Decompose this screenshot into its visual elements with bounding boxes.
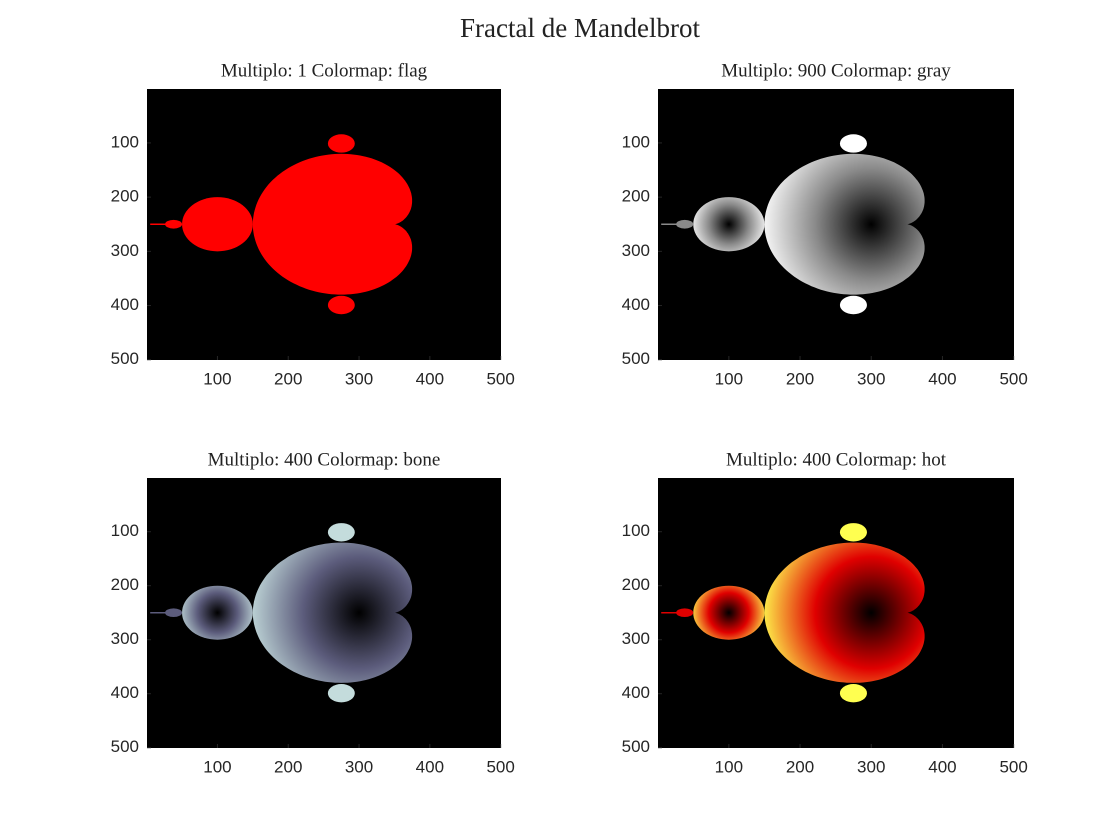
x-tick-label: 100	[203, 757, 231, 776]
y-tick-label: 400	[622, 683, 650, 702]
y-tick-label: 200	[622, 187, 650, 206]
y-tick-label: 100	[111, 521, 139, 540]
fractal-bulb	[182, 585, 253, 640]
y-tick-label: 500	[111, 349, 139, 368]
fractal-small-bulb	[839, 295, 867, 315]
x-tick-label: 400	[416, 369, 444, 388]
fractal-cardioid	[764, 542, 925, 683]
x-tick-label: 200	[786, 369, 814, 388]
fractal-tail-bulb	[676, 608, 694, 618]
fractal-bulb	[182, 197, 253, 252]
x-tick-label: 200	[786, 757, 814, 776]
x-tick-label: 300	[857, 369, 885, 388]
y-tick-label: 400	[111, 295, 139, 314]
x-tick-label: 500	[999, 369, 1027, 388]
y-tick-label: 200	[111, 575, 139, 594]
y-tick-label: 100	[622, 521, 650, 540]
y-tick-label: 300	[111, 241, 139, 260]
x-tick-label: 300	[345, 369, 373, 388]
y-tick-label: 400	[111, 683, 139, 702]
fractal-bulb	[693, 197, 765, 252]
figure-title: Fractal de Mandelbrot	[460, 13, 700, 43]
fractal-small-bulb	[839, 523, 867, 542]
x-tick-label: 200	[274, 369, 302, 388]
fractal-tail-bulb	[165, 219, 183, 229]
x-tick-label: 300	[857, 757, 885, 776]
fractal-tail-bulb	[676, 219, 694, 229]
x-tick-label: 400	[928, 757, 956, 776]
fractal-small-bulb	[839, 134, 867, 153]
y-tick-label: 500	[622, 737, 650, 756]
fractal-cardioid	[764, 153, 925, 295]
x-tick-label: 500	[486, 757, 514, 776]
x-tick-label: 300	[345, 757, 373, 776]
subplot-title: Multiplo: 400 Colormap: bone	[208, 449, 441, 470]
y-tick-label: 200	[111, 187, 139, 206]
y-tick-label: 100	[622, 132, 650, 151]
fractal-tail-bulb	[165, 608, 183, 618]
y-tick-label: 300	[622, 241, 650, 260]
fractal-cardioid	[252, 542, 413, 683]
x-tick-label: 200	[274, 757, 302, 776]
y-tick-label: 100	[111, 132, 139, 151]
fractal-small-bulb	[327, 684, 355, 703]
y-tick-label: 300	[622, 629, 650, 648]
x-tick-label: 100	[715, 369, 743, 388]
subplot-title: Multiplo: 1 Colormap: flag	[221, 60, 428, 81]
fractal-small-bulb	[839, 684, 867, 703]
y-tick-label: 500	[111, 737, 139, 756]
fractal-cardioid	[252, 153, 413, 295]
fractal-bulb	[693, 585, 765, 640]
x-tick-label: 500	[999, 757, 1027, 776]
y-tick-label: 500	[622, 349, 650, 368]
x-tick-label: 400	[928, 369, 956, 388]
x-tick-label: 100	[715, 757, 743, 776]
y-tick-label: 300	[111, 629, 139, 648]
subplot-title: Multiplo: 900 Colormap: gray	[721, 60, 951, 81]
x-tick-label: 400	[416, 757, 444, 776]
y-tick-label: 200	[622, 575, 650, 594]
x-tick-label: 500	[486, 369, 514, 388]
subplot-title: Multiplo: 400 Colormap: hot	[726, 449, 947, 470]
fractal-small-bulb	[327, 134, 355, 153]
fractal-small-bulb	[327, 523, 355, 542]
y-tick-label: 400	[622, 295, 650, 314]
x-tick-label: 100	[203, 369, 231, 388]
fractal-small-bulb	[327, 295, 355, 315]
